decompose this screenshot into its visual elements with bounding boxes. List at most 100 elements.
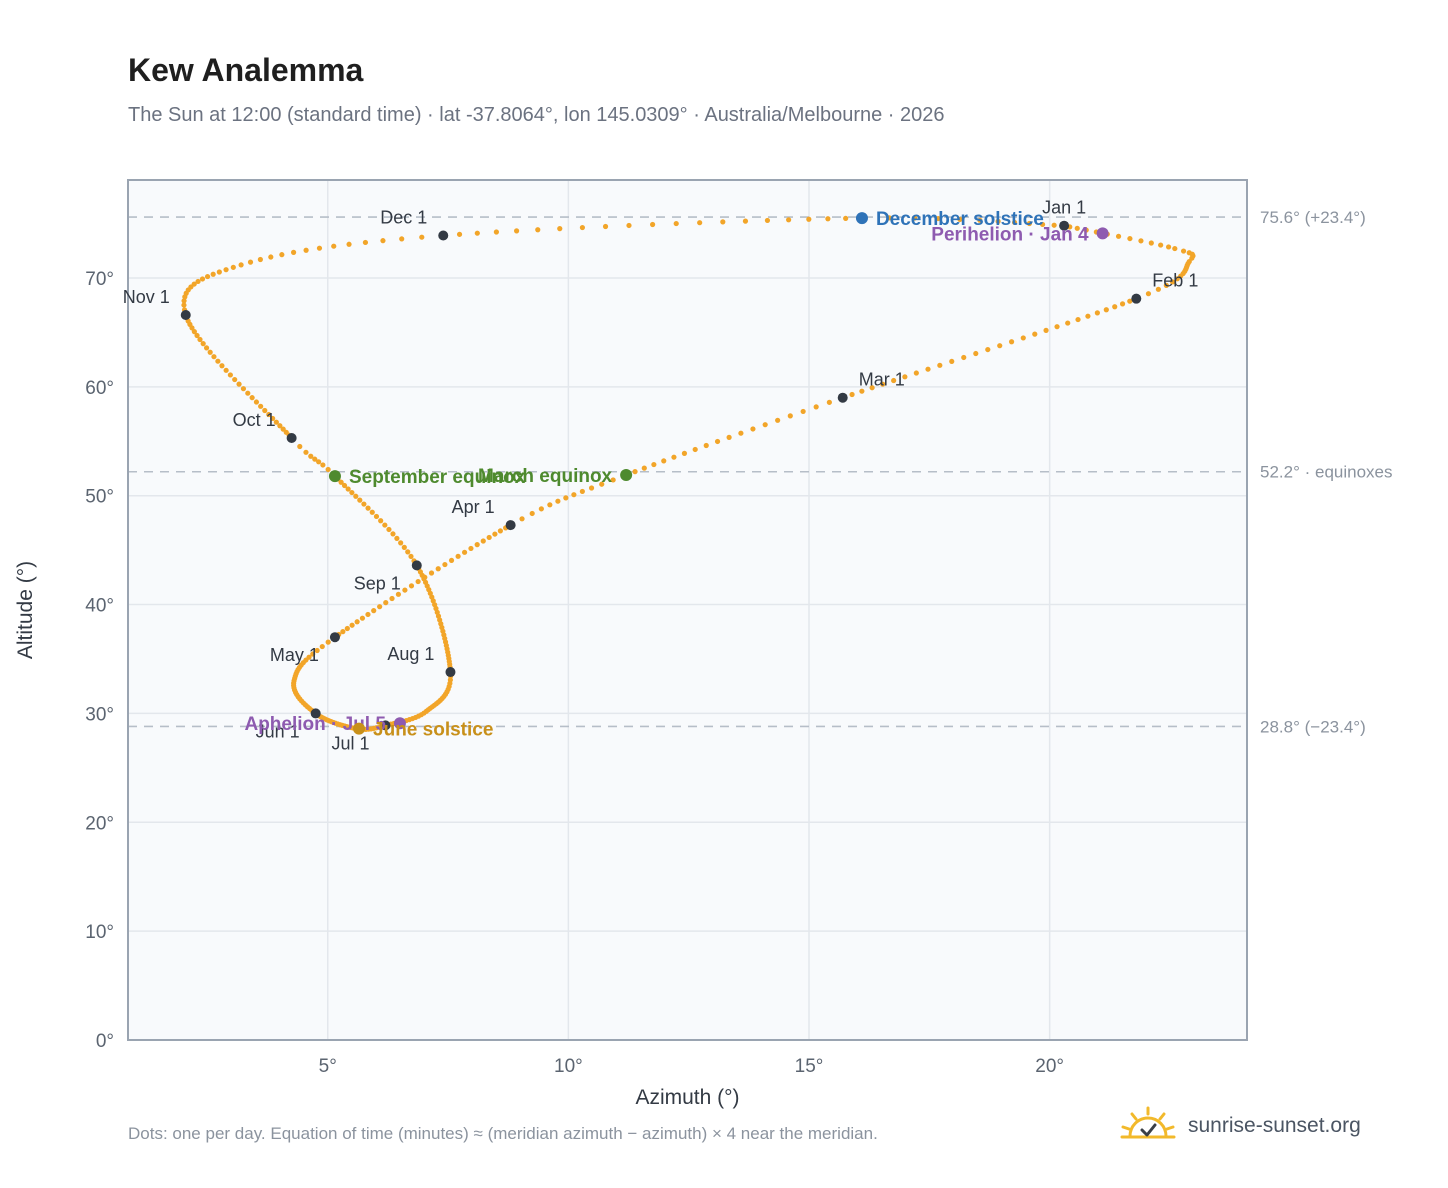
event-marker xyxy=(353,722,366,735)
event-marker xyxy=(328,470,341,483)
daily-dot xyxy=(886,215,892,221)
daily-dot xyxy=(415,578,421,585)
daily-dot xyxy=(257,256,263,263)
daily-dot xyxy=(813,404,819,410)
daily-dot xyxy=(325,639,331,645)
month-marker xyxy=(329,632,340,643)
x-tick-label: 5° xyxy=(319,1056,337,1077)
daily-dot xyxy=(1127,298,1133,304)
event-marker xyxy=(393,717,406,730)
daily-dot xyxy=(529,510,535,517)
y-tick-label: 60° xyxy=(85,378,114,399)
brand-logo[interactable]: sunrise-sunset.org xyxy=(1120,1104,1361,1148)
daily-dot xyxy=(513,228,520,234)
daily-dot xyxy=(1119,301,1126,307)
daily-dot xyxy=(361,501,367,507)
month-marker xyxy=(380,720,391,731)
sun-check-icon xyxy=(1120,1106,1176,1139)
event-marker xyxy=(1096,227,1109,240)
daily-dot xyxy=(345,486,351,492)
chart-title: Kew Analemma xyxy=(128,52,364,88)
daily-dot xyxy=(215,358,221,364)
daily-dot xyxy=(320,462,326,468)
month-label: May 1 xyxy=(270,645,319,665)
daily-dot xyxy=(538,506,544,512)
daily-dot xyxy=(238,262,244,268)
daily-dot xyxy=(800,408,806,415)
month-marker xyxy=(445,667,456,678)
daily-dot xyxy=(1115,233,1122,239)
reference-label: 28.8° (−23.4°) xyxy=(1260,717,1366,736)
daily-dot xyxy=(262,407,268,414)
daily-dot xyxy=(447,677,453,683)
reference-label: 52.2° · equinoxes xyxy=(1260,463,1393,482)
daily-dot xyxy=(1039,221,1046,228)
daily-dot xyxy=(750,426,756,432)
daily-dot xyxy=(1163,282,1169,288)
month-label: Sep 1 xyxy=(354,573,401,593)
daily-dot xyxy=(1085,313,1091,319)
daily-dot xyxy=(1148,240,1154,246)
daily-dot xyxy=(236,381,242,387)
daily-dot xyxy=(408,553,414,560)
daily-dot xyxy=(535,227,541,233)
daily-dot xyxy=(1138,238,1144,244)
daily-dot xyxy=(902,374,908,380)
daily-dot xyxy=(266,411,272,418)
daily-dot xyxy=(258,403,264,409)
daily-dot xyxy=(382,522,388,528)
daily-dot xyxy=(386,526,392,533)
daily-dot xyxy=(985,346,991,353)
daily-dot xyxy=(973,350,979,357)
y-tick-label: 30° xyxy=(85,704,114,725)
daily-dot xyxy=(240,386,247,392)
daily-dot xyxy=(661,458,667,464)
month-label: Jul 1 xyxy=(331,733,369,753)
daily-dot xyxy=(191,329,197,335)
daily-dot xyxy=(555,498,561,504)
daily-dot xyxy=(1083,227,1089,233)
daily-dot xyxy=(203,345,210,351)
daily-dot xyxy=(1011,219,1018,226)
daily-dot xyxy=(310,651,316,657)
daily-dot xyxy=(216,269,222,275)
daily-dot xyxy=(599,481,605,487)
daily-dot xyxy=(204,273,211,280)
x-axis-label: Azimuth (°) xyxy=(635,1086,739,1109)
daily-dot xyxy=(1054,324,1060,330)
daily-dot xyxy=(1020,335,1026,341)
event-label: March equinox xyxy=(478,466,613,487)
x-tick-label: 20° xyxy=(1035,1056,1064,1077)
y-axis-label: Altitude (°) xyxy=(14,561,37,659)
daily-dot xyxy=(402,587,408,593)
daily-dot xyxy=(468,545,474,552)
daily-dot xyxy=(571,492,577,498)
daily-dot xyxy=(377,604,383,610)
daily-dot xyxy=(671,454,677,460)
daily-dot xyxy=(365,611,371,618)
daily-dot xyxy=(390,531,396,537)
daily-dot xyxy=(1032,331,1038,337)
daily-dot xyxy=(383,600,389,606)
daily-dot xyxy=(359,615,366,621)
daily-dot xyxy=(346,241,352,247)
month-marker xyxy=(1131,293,1142,304)
daily-dot xyxy=(995,218,1001,224)
daily-dot xyxy=(344,625,350,632)
daily-dot xyxy=(806,216,812,222)
daily-dot xyxy=(492,531,498,537)
daily-dot xyxy=(380,238,386,244)
daily-dot xyxy=(211,354,217,360)
daily-dot xyxy=(303,449,309,455)
daily-dot xyxy=(1008,339,1015,345)
daily-dot xyxy=(354,619,360,625)
daily-dot xyxy=(935,215,941,222)
daily-dot xyxy=(1103,307,1109,313)
daily-dot xyxy=(480,538,486,544)
daily-dot xyxy=(223,267,229,273)
daily-dot xyxy=(1112,304,1118,310)
chart-footnote: Dots: one per day. Equation of time (min… xyxy=(128,1124,878,1143)
daily-dot xyxy=(563,495,569,501)
daily-dot xyxy=(764,217,771,224)
daily-dot xyxy=(1158,242,1164,248)
